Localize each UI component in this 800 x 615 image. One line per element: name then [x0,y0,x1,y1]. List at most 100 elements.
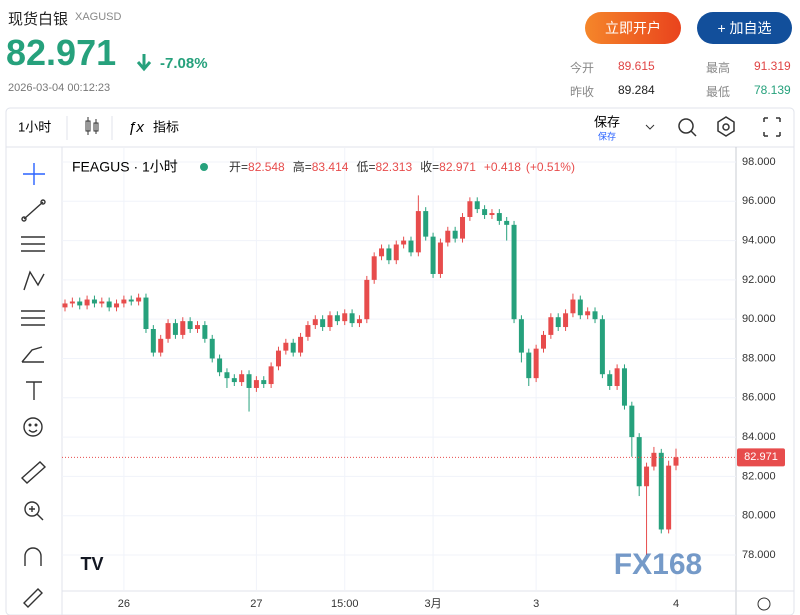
symbol: XAGUSD [75,11,122,23]
toolbar-icons[interactable] [678,116,781,137]
drawing-tools[interactable] [20,163,47,608]
candle-body [231,378,237,383]
candle-body [268,366,274,385]
candle-body [629,405,635,438]
candle-body [489,213,495,216]
candle-body [106,301,112,308]
candle-body [327,315,333,328]
candle-body [644,466,650,487]
status-dot [200,163,208,171]
save[interactable]: 保存 [594,114,620,129]
candle-body [114,303,120,308]
candle-body [518,319,524,353]
x-tick-label: 4 [673,598,679,610]
candle-body [290,342,296,353]
y-tick-label: 88.000 [742,352,776,364]
y-tick-label: 82.000 [742,470,776,482]
candle-body [460,216,466,239]
candle-body [401,240,407,245]
candle-body [585,311,591,316]
y-tick-label: 92.000 [742,274,776,286]
title: 现货白银 [8,11,69,28]
legend-value: 82.313 [375,160,412,174]
x-tick-label: 3 [533,598,539,610]
candle-body [69,301,75,304]
stat-value: 78.139 [754,83,791,97]
last-price-label: 82.971 [744,451,778,463]
candle-body [577,299,583,316]
candle-body [548,317,554,335]
candle-body [312,319,318,326]
candle-body [651,452,657,467]
candle-body [599,319,605,375]
candle-body [533,348,539,379]
candle-body [158,338,164,353]
candle-body [621,368,627,406]
candle-body [658,452,664,530]
candle-body [511,224,517,320]
open-account-button[interactable]: 立即开户 [585,12,681,44]
candle-icon[interactable] [85,117,99,135]
candle-body [261,380,267,385]
candle-body [563,313,569,328]
last-price-box [737,448,785,467]
stat-value: 91.319 [754,59,791,73]
candle-body [84,299,90,306]
candle-body [209,338,215,359]
candle-body [504,220,510,225]
candle-body [202,325,208,339]
y-tick-label: 98.000 [742,156,776,168]
candle-body [180,321,186,335]
frame [5,107,795,615]
candle-body [445,230,451,243]
candle-body [320,319,326,328]
candle-body [349,313,355,324]
dropdown[interactable] [645,124,655,130]
candle-body [99,301,105,304]
candle-body [607,374,613,386]
stat-label: 今开 [570,61,595,75]
candle-body [356,319,362,324]
candle-body [62,303,68,308]
candle-body [298,336,304,353]
candle-body [217,358,223,373]
plot [62,148,736,590]
candle-body [195,325,201,330]
candle-body [224,372,230,379]
candle-body [371,256,377,280]
candle-body [283,342,289,351]
candle-body [334,315,340,322]
candle-body [430,236,436,274]
candle-body [570,299,576,314]
legend-change-pct: (+0.51%) [526,160,575,174]
x-tick-label: 27 [250,598,262,610]
stat-label: 昨收 [570,85,595,99]
y-tick-label: 96.000 [742,195,776,207]
legend-label: 高= [293,159,312,174]
candle-body [437,242,443,274]
add-watch-button[interactable]: + 加自选 [697,12,792,44]
y-tick-label: 94.000 [742,234,776,246]
stat-value: 89.615 [618,59,655,73]
interval[interactable]: 1小时 [18,119,51,134]
candle-body [136,297,142,302]
legend-label: 低= [356,160,375,174]
candle-body [540,334,546,349]
tv-logo: TV [80,554,103,574]
candle-body [496,213,502,221]
settings[interactable] [757,597,771,611]
candle-body [150,329,156,353]
candle-body [467,201,473,217]
candle-body [666,465,672,530]
indicators[interactable]: 指标 [153,119,179,134]
candle-body [673,457,679,466]
candle-body [474,201,480,210]
legend-value: 82.548 [248,160,285,174]
fx-icon[interactable]: ƒx [128,119,144,136]
candle-body [386,248,392,261]
candle-body [165,323,171,339]
change: -7.08% [160,55,208,72]
x-tick-label: 15:00 [331,598,359,610]
